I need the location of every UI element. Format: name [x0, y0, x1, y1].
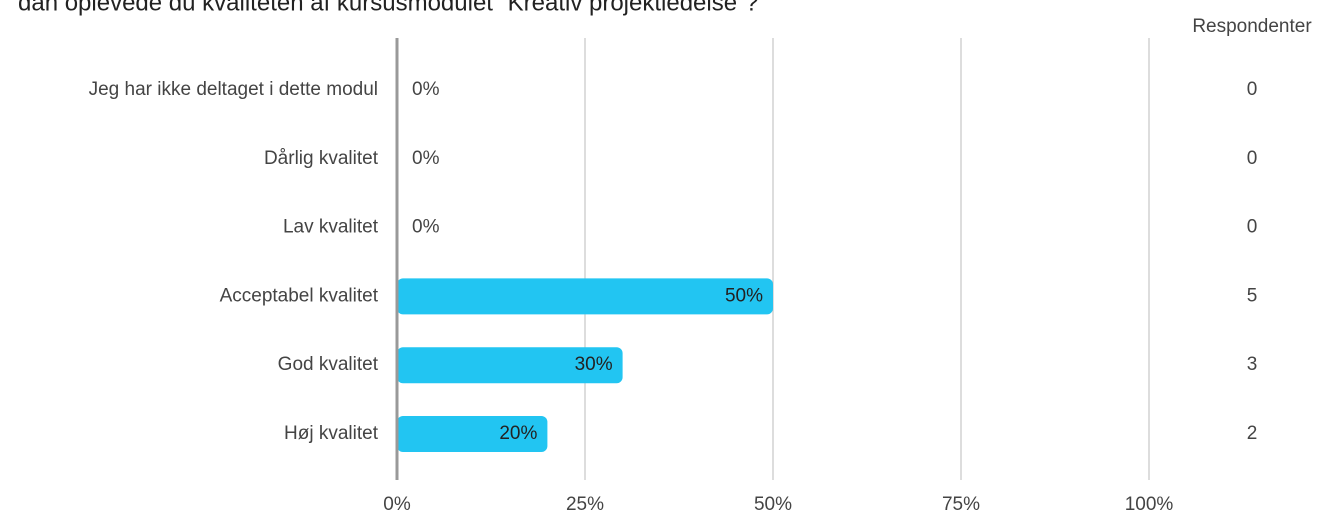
respondent-count: 5	[1247, 285, 1258, 306]
value-label: 50%	[725, 285, 763, 306]
value-label: 0%	[412, 79, 440, 100]
y-tick-label: Dårlig kvalitet	[264, 148, 379, 169]
x-tick-label: 0%	[383, 494, 411, 515]
respondent-count: 3	[1247, 354, 1258, 375]
x-tick-label: 100%	[1125, 494, 1174, 515]
respondent-count: 2	[1247, 423, 1258, 444]
value-label: 0%	[412, 148, 440, 169]
x-tick-label: 75%	[942, 494, 980, 515]
bar	[397, 416, 548, 452]
y-tick-label: God kvalitet	[278, 354, 379, 375]
respondent-count: 0	[1247, 148, 1258, 169]
chart-title: dan oplevede du kvaliteten af kursusmodu…	[18, 0, 758, 16]
value-label: 20%	[499, 423, 537, 444]
value-label: 0%	[412, 217, 440, 238]
respondents-header: Respondenter	[1192, 16, 1312, 37]
bar	[397, 347, 623, 384]
y-tick-label: Høj kvalitet	[284, 423, 379, 444]
bar	[397, 278, 773, 315]
x-tick-label: 25%	[566, 494, 604, 515]
y-tick-label: Jeg har ikke deltaget i dette modul	[89, 79, 378, 100]
value-label: 30%	[575, 354, 613, 375]
respondent-count: 0	[1247, 79, 1258, 100]
y-tick-label: Lav kvalitet	[283, 217, 379, 238]
respondent-count: 0	[1247, 217, 1258, 238]
x-tick-label: 50%	[754, 494, 792, 515]
y-tick-label: Acceptabel kvalitet	[220, 285, 379, 306]
